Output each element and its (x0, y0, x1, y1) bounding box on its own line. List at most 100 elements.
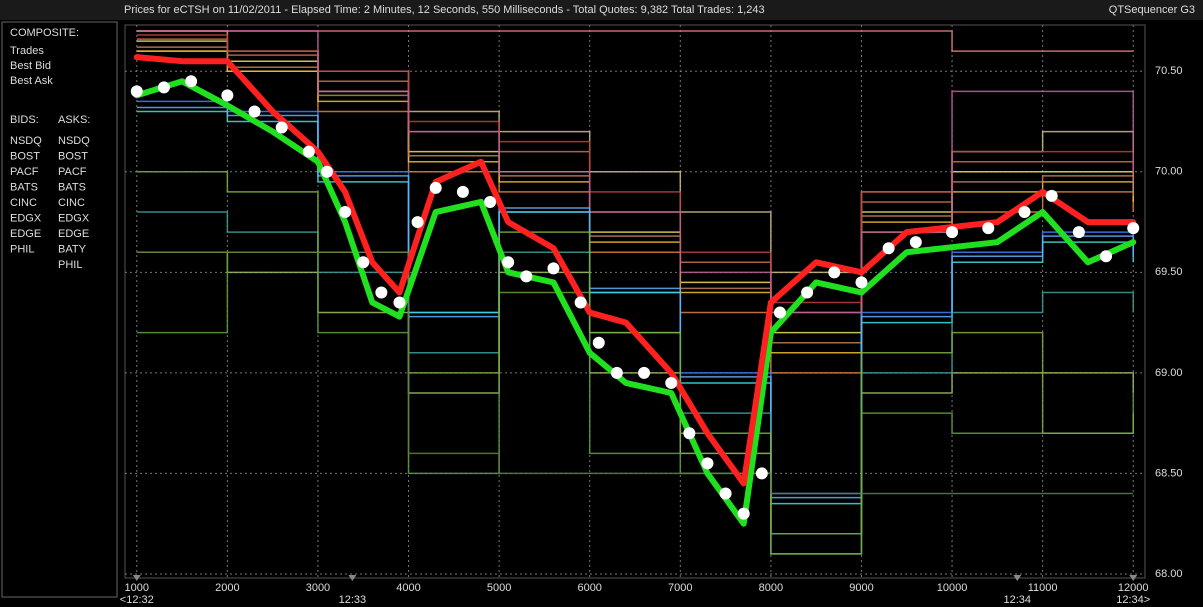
legend-entry: BATY (58, 243, 87, 255)
time-marker (348, 575, 357, 581)
plot-layer (125, 25, 1145, 578)
composite-quote-line (133, 78, 1137, 527)
trade-marker (719, 487, 732, 500)
legend-entry: Best Bid (10, 60, 51, 72)
trade-marker (882, 242, 895, 255)
trade-marker (547, 262, 560, 275)
trade-marker (393, 296, 406, 309)
legend-entry: BATS (58, 181, 86, 193)
trade-marker (248, 105, 261, 118)
trade-marker (1045, 189, 1058, 202)
legend-entry: CINC (58, 197, 85, 209)
y-tick-label: 70.00 (1155, 166, 1183, 178)
legend-entry: EDGX (58, 212, 90, 224)
legend-entry: PHIL (10, 243, 34, 255)
x-tick-label: 6000 (577, 582, 601, 594)
trade-marker (1018, 206, 1031, 219)
x-tick-label: 12000 (1118, 582, 1149, 594)
trade-marker (665, 376, 678, 389)
trade-marker (339, 206, 352, 219)
legend-entry: BOST (10, 150, 40, 162)
trade-marker (701, 457, 714, 470)
trade-marker (610, 366, 623, 379)
x-tick-label: 1000 (125, 582, 149, 594)
legend-entry: NSDQ (10, 135, 42, 147)
app-name: QTSequencer G3 (1109, 4, 1195, 16)
legend-entry: EDGX (10, 212, 42, 224)
legend-entry: EDGE (58, 228, 89, 240)
trade-marker (737, 507, 750, 520)
time-marker (132, 575, 141, 581)
legend-entry: Trades (10, 45, 44, 57)
time-label: 12:34 (1004, 594, 1032, 606)
trade-marker (275, 121, 288, 134)
trade-marker (321, 165, 334, 178)
time-marker (1013, 575, 1022, 581)
trade-marker (755, 467, 768, 480)
bid-quote-line (136, 251, 1134, 495)
chart-title: Prices for eCTSH on 11/02/2011 - Elapsed… (124, 4, 765, 16)
legend-heading: BIDS: (10, 114, 39, 126)
trade-marker (429, 181, 442, 194)
time-label: 12:34> (1116, 594, 1150, 606)
time-marker (1129, 575, 1138, 581)
trade-marker (456, 185, 469, 198)
trade-marker (801, 286, 814, 299)
trade-marker (683, 427, 696, 440)
y-tick-label: 70.50 (1155, 65, 1183, 77)
trade-marker (1072, 226, 1085, 239)
trade-marker (375, 286, 388, 299)
legend-heading: ASKS: (58, 114, 90, 126)
legend-entry: BATS (10, 181, 38, 193)
trade-marker (1127, 222, 1140, 235)
trade-marker (982, 222, 995, 235)
bid-quote-line (136, 171, 1134, 555)
title-bar (0, 0, 1203, 20)
legend-entry: PHIL (58, 259, 82, 271)
trade-marker (411, 216, 424, 229)
legend-panel (1, 21, 118, 598)
y-tick-label: 69.50 (1155, 266, 1183, 278)
legend-entry: PACF (10, 166, 39, 178)
time-label: 12:33 (339, 594, 367, 606)
legend-entry: CINC (10, 197, 37, 209)
trade-marker (130, 85, 143, 98)
trade-marker (946, 226, 959, 239)
x-tick-label: 5000 (487, 582, 511, 594)
composite-quote-line (133, 54, 1137, 487)
plot-area (124, 24, 1146, 579)
trade-marker (773, 306, 786, 319)
y-tick-label: 68.00 (1155, 568, 1183, 580)
trade-marker (520, 270, 533, 283)
trade-marker (157, 81, 170, 94)
trade-marker (357, 256, 370, 269)
trade-marker (574, 296, 587, 309)
legend-entry: Best Ask (10, 75, 53, 87)
ask-quote-line (136, 30, 1134, 314)
trade-marker (855, 276, 868, 289)
trade-marker (302, 145, 315, 158)
trade-marker (828, 266, 841, 279)
legend-entry: EDGE (10, 228, 41, 240)
legend-heading: COMPOSITE: (10, 27, 79, 39)
x-tick-label: 11000 (1028, 582, 1058, 594)
x-tick-label: 3000 (306, 582, 330, 594)
trade-marker (502, 256, 515, 269)
x-tick-label: 7000 (668, 582, 692, 594)
trade-marker (484, 195, 497, 208)
x-tick-label: 9000 (849, 582, 873, 594)
y-tick-label: 69.00 (1155, 367, 1183, 379)
trade-marker (185, 75, 198, 88)
x-tick-label: 4000 (396, 582, 420, 594)
y-tick-label: 68.50 (1155, 467, 1183, 479)
trade-marker (221, 89, 234, 102)
trade-marker (592, 336, 605, 349)
trade-marker (909, 236, 922, 249)
trade-marker (1100, 250, 1113, 263)
x-tick-label: 10000 (937, 582, 968, 594)
legend-entry: BOST (58, 150, 88, 162)
legend-entry: PACF (58, 166, 87, 178)
legend-entry: NSDQ (58, 135, 90, 147)
time-label: <12:32 (120, 594, 154, 606)
